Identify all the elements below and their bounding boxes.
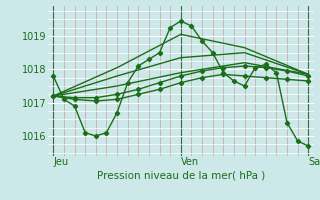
- X-axis label: Pression niveau de la mer( hPa ): Pression niveau de la mer( hPa ): [97, 170, 265, 180]
